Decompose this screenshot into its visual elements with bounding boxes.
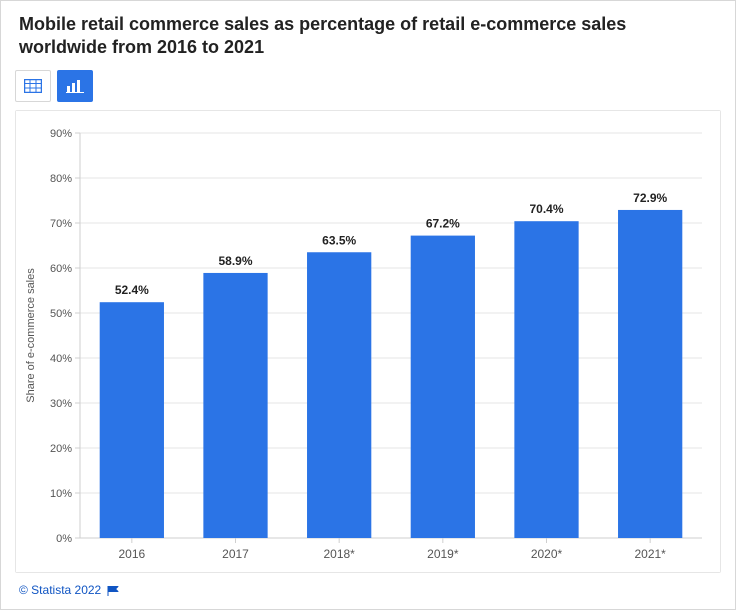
- bar[interactable]: [100, 302, 164, 538]
- bar[interactable]: [203, 273, 267, 538]
- y-tick-label: 50%: [50, 308, 72, 320]
- bar-chart-icon: [66, 79, 84, 93]
- y-axis-title: Share of e-commerce sales: [25, 268, 37, 403]
- y-tick-label: 70%: [50, 218, 72, 230]
- x-tick-label: 2016: [118, 547, 145, 561]
- chart-title: Mobile retail commerce sales as percenta…: [1, 1, 735, 64]
- bar[interactable]: [411, 236, 475, 538]
- bar-value-label: 52.4%: [115, 283, 149, 297]
- x-tick-label: 2017: [222, 547, 249, 561]
- x-tick-label: 2018*: [323, 547, 355, 561]
- flag-icon: [107, 585, 121, 595]
- y-tick-label: 30%: [50, 398, 72, 410]
- y-tick-label: 40%: [50, 353, 72, 365]
- footer: © Statista 2022: [1, 573, 735, 609]
- bar-value-label: 67.2%: [426, 217, 460, 231]
- bar-value-label: 70.4%: [529, 202, 563, 216]
- x-tick-label: 2021*: [634, 547, 666, 561]
- chart-view-button[interactable]: [57, 70, 93, 102]
- y-tick-label: 60%: [50, 263, 72, 275]
- x-tick-label: 2019*: [427, 547, 459, 561]
- view-toolbar: [1, 64, 735, 106]
- y-tick-label: 0%: [56, 533, 72, 545]
- chart-card: Mobile retail commerce sales as percenta…: [0, 0, 736, 610]
- x-tick-label: 2020*: [531, 547, 563, 561]
- table-view-button[interactable]: [15, 70, 51, 102]
- table-icon: [24, 79, 42, 93]
- bar[interactable]: [514, 221, 578, 538]
- bar-value-label: 72.9%: [633, 191, 667, 205]
- y-tick-label: 10%: [50, 488, 72, 500]
- bar-value-label: 63.5%: [322, 233, 356, 247]
- bar-chart: 0% 10% 20% 30% 40% 50% 60% 70% 80% 90% Share of e-…: [16, 111, 720, 572]
- y-tick-label: 80%: [50, 173, 72, 185]
- bar-value-label: 58.9%: [218, 254, 252, 268]
- chart-area: 0% 10% 20% 30% 40% 50% 60% 70% 80% 90% Share of e-…: [15, 110, 721, 573]
- bar[interactable]: [618, 210, 682, 538]
- copyright-link[interactable]: © Statista 2022: [19, 583, 101, 597]
- bar[interactable]: [307, 252, 371, 538]
- y-tick-label: 90%: [50, 128, 72, 140]
- y-tick-label: 20%: [50, 443, 72, 455]
